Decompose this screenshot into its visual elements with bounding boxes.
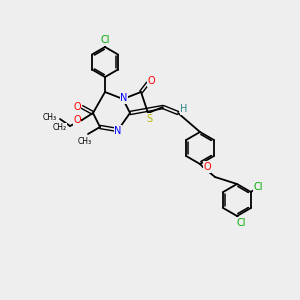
Text: Cl: Cl <box>253 182 262 192</box>
Text: O: O <box>73 102 81 112</box>
Text: CH₃: CH₃ <box>43 113 57 122</box>
Text: O: O <box>203 162 211 172</box>
Text: N: N <box>120 93 128 103</box>
Text: CH₂: CH₂ <box>53 124 67 133</box>
Text: CH₃: CH₃ <box>78 137 92 146</box>
Text: N: N <box>114 126 122 136</box>
Text: S: S <box>146 114 152 124</box>
Text: Cl: Cl <box>236 218 246 228</box>
Text: O: O <box>73 115 81 125</box>
Text: O: O <box>147 76 155 86</box>
Text: H: H <box>180 104 188 114</box>
Text: Cl: Cl <box>100 35 110 45</box>
